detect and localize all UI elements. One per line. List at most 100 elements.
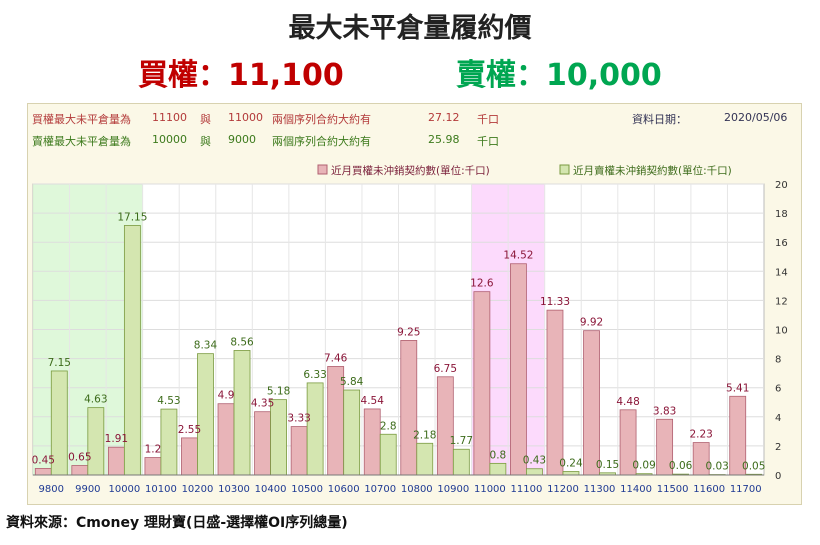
x-tick-label: 11300 [584, 484, 616, 495]
call-max-oi-headline: 買權：11,100 [138, 58, 344, 93]
call-bar-value-label: 12.6 [470, 278, 494, 290]
legend-swatch-call [317, 164, 328, 175]
call-bar-value-label: 9.92 [580, 317, 603, 329]
call-bar [510, 263, 527, 476]
put-bar-value-label: 0.05 [742, 460, 765, 472]
x-tick-label: 10100 [145, 484, 177, 495]
y-tick-label: 8 [775, 355, 781, 366]
legend-label-put: 近月賣權未沖銷契約數(單位:千口) [573, 164, 732, 177]
call-row-value: 27.12 [428, 111, 460, 124]
call-bar-value-label: 6.75 [434, 363, 457, 375]
legend-label-call: 近月買權未沖銷契約數(單位:千口) [331, 164, 490, 177]
put-bar [233, 350, 251, 476]
call-row-strike2: 11000 [228, 111, 263, 124]
put-bar-value-label: 4.53 [157, 395, 180, 407]
call-bar-value-label: 4.35 [251, 398, 274, 410]
put-bar [197, 353, 214, 476]
call-row-desc: 兩個序列合約大約有 [272, 113, 371, 126]
put-bar-value-label: 4.63 [84, 394, 107, 406]
put-bar-value-label: 2.18 [413, 429, 436, 441]
put-bar [416, 442, 434, 476]
call-bar-value-label: 0.65 [68, 452, 91, 464]
x-tick-label: 11100 [511, 484, 543, 495]
y-tick-label: 12 [775, 296, 788, 307]
put-bar [526, 468, 543, 476]
call-bar-value-label: 0.45 [32, 454, 55, 466]
put-bar [379, 433, 397, 476]
call-bar-value-label: 4.9 [218, 390, 235, 402]
call-bar-value-label: 5.41 [726, 382, 749, 394]
x-tick-label: 11600 [693, 484, 725, 495]
call-bar-value-label: 2.55 [178, 424, 201, 436]
x-tick-label: 9900 [75, 484, 100, 495]
y-tick-label: 4 [775, 413, 781, 424]
put-bar-value-label: 8.56 [230, 336, 254, 348]
put-bar-value-label: 0.03 [705, 461, 728, 473]
put-bar-value-label: 6.33 [303, 369, 326, 381]
put-bar-value-label: 17.15 [117, 211, 147, 223]
x-tick-label: 11200 [547, 484, 579, 495]
put-bar [562, 471, 580, 476]
call-bar-value-label: 7.46 [324, 352, 348, 364]
call-bar-value-label: 4.48 [616, 396, 639, 408]
y-tick-label: 0 [775, 471, 781, 482]
put-bar-value-label: 0.15 [596, 459, 619, 471]
y-tick-label: 2 [775, 442, 781, 453]
date-label: 資料日期： [632, 113, 687, 126]
put-bar-value-label: 0.43 [523, 455, 546, 467]
call-bar-value-label: 4.54 [361, 395, 385, 407]
call-bar-value-label: 1.91 [105, 433, 128, 445]
call-bar [363, 408, 381, 476]
put-bar-value-label: 8.34 [194, 340, 218, 352]
call-bar [400, 340, 418, 476]
call-row-conj: 與 [200, 113, 211, 126]
put-bar-value-label: 5.18 [267, 386, 290, 398]
y-tick-label: 10 [775, 326, 788, 337]
put-bar-value-label: 7.15 [48, 357, 71, 369]
call-row-label: 買權最大未平倉量為 [32, 113, 131, 126]
x-tick-label: 9800 [39, 484, 64, 495]
put-row-unit: 千口 [477, 135, 499, 148]
put-row-strike1: 10000 [152, 133, 187, 146]
call-bar-value-label: 9.25 [397, 326, 420, 338]
call-bar [583, 330, 600, 476]
call-bar-value-label: 11.33 [540, 296, 570, 308]
call-bar [473, 291, 491, 476]
put-row-value: 25.98 [428, 133, 460, 146]
put-bar [270, 399, 287, 476]
put-bar [87, 407, 105, 476]
x-tick-label: 10800 [401, 484, 433, 495]
date-value: 2020/05/06 [724, 111, 788, 124]
put-bar-value-label: 0.8 [490, 449, 507, 461]
y-tick-label: 20 [775, 180, 788, 191]
x-tick-label: 11000 [474, 484, 506, 495]
x-tick-label: 10200 [182, 484, 214, 495]
call-bar [144, 457, 162, 476]
put-max-oi-headline: 賣權：10,000 [456, 58, 662, 93]
call-bar-value-label: 2.23 [689, 429, 712, 441]
x-tick-label: 10600 [328, 484, 360, 495]
call-bar [254, 411, 271, 476]
x-tick-label: 10700 [364, 484, 396, 495]
call-row-unit: 千口 [477, 113, 499, 126]
y-tick-label: 16 [775, 238, 788, 249]
call-bar-value-label: 3.83 [653, 405, 676, 417]
put-bar-value-label: 0.09 [632, 460, 655, 472]
put-bar [160, 408, 178, 476]
call-bar [71, 465, 89, 476]
put-bar-value-label: 2.8 [380, 420, 397, 432]
x-tick-label: 10400 [255, 484, 287, 495]
x-tick-label: 11700 [730, 484, 762, 495]
put-bar-value-label: 0.24 [559, 458, 583, 470]
legend-swatch-put [559, 164, 570, 175]
x-tick-label: 10900 [437, 484, 469, 495]
page-title: 最大未平倉量履約價 [288, 13, 532, 44]
y-tick-label: 6 [775, 384, 781, 395]
x-tick-label: 11500 [657, 484, 689, 495]
call-row-strike1: 11100 [152, 111, 187, 124]
call-bar [181, 437, 198, 476]
put-row-label: 賣權最大未平倉量為 [32, 135, 131, 148]
put-bar-value-label: 1.77 [450, 435, 473, 447]
call-bar [436, 376, 454, 476]
